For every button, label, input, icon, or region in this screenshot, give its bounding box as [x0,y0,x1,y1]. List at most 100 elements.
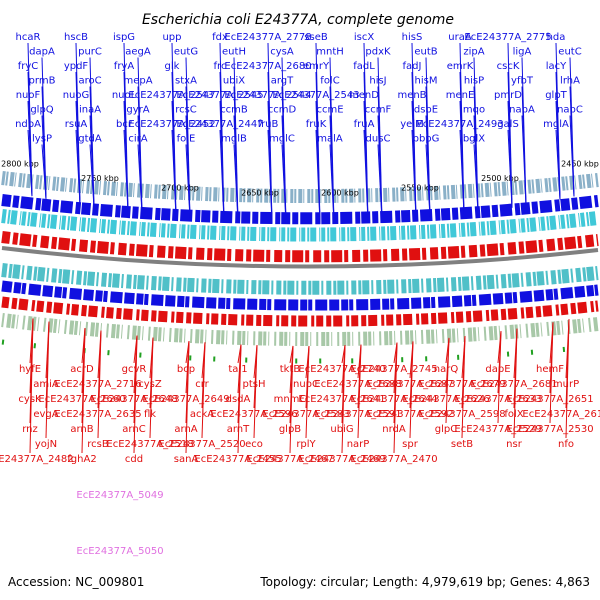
reverse-gene-label: EcE24377A_2644 [350,394,437,405]
forward-gene-label: zipA [463,47,484,58]
forward-gene-label: nuoF [16,90,41,101]
reverse-gene-label: EcE24377A_2583 [262,409,349,420]
reverse-gene-label: EcE24377A_2648 [90,394,177,405]
forward-gene-label: eutG [174,47,198,58]
forward-leader-line [41,144,47,199]
forward-gene-label: gyrA [126,105,149,116]
forward-leader-line [329,144,335,224]
genome-backbone [1,246,599,269]
feature-tracks [1,171,599,364]
reverse-leader-line [445,337,450,424]
forward-gene-label: mntH [316,47,344,58]
forward-leader-line [89,144,95,208]
forward-leader-line [281,144,287,224]
reverse-gene-label: EcE24377A_2482 [0,454,74,465]
genome-title: Escherichia coli E24377A, complete genom… [142,12,454,28]
reverse-gene-label: dsdA [226,394,251,405]
forward-gene-label: lysP [32,134,52,145]
reverse-leader-line [201,342,206,439]
forward-gene-label: uraA [448,32,472,43]
forward-leader-line [75,129,81,206]
reverse-leader-line [45,321,50,439]
reverse-gene-label: gcvR [122,364,147,375]
reverse-leader-line [97,330,102,439]
forward-gene-label: iscX [354,32,374,43]
forward-gene-label: EcE24377A_2778 [224,32,311,43]
reverse-gene-label: cysK [18,394,42,405]
forward-gene-label: dusC [366,134,391,145]
reverse-gene-label: acrD [70,364,94,375]
reverse-leader-line [341,345,346,454]
reverse-gene-label: EcE24377A_2679 [418,379,505,390]
forward-leader-line [569,115,575,197]
forward-leader-line [377,144,383,222]
reverse-leader-line [253,345,258,439]
reverse-gene-label: flk [144,409,156,420]
forward-gene-label: hscB [64,32,88,43]
reverse-leader-line [29,318,34,454]
forward-gene-label: bglX [463,134,485,145]
reverse-gene-label: bcp [177,364,195,375]
forward-gene-label: fryA [114,61,135,72]
reverse-leader-line [289,345,294,454]
forward-gene-label: fruB [258,119,279,130]
forward-gene-label: folC [320,76,339,87]
forward-leader-line [459,129,465,215]
reverse-gene-label: EcE24377A_2681 [470,379,557,390]
reverse-gene-label: dapE [485,364,510,375]
forward-gene-label: dsbE [414,105,438,116]
reverse-arrow-band-upper [1,231,599,263]
forward-gene-label: cirA [128,134,147,145]
forward-gene-label: mglB [221,134,247,145]
forward-gene-label: ccmF [365,105,392,116]
reverse-gene-label: narP [347,439,370,450]
reverse-gene-label: ptsH [243,379,266,390]
forward-arrow-band [1,194,599,225]
forward-gene-label: bcr [116,119,133,130]
forward-leader-line [219,129,225,222]
forward-leader-line [185,144,191,220]
forward-gene-label: eutB [414,47,437,58]
forward-gene-label: fryC [18,61,39,72]
forward-leader-line [521,115,527,206]
forward-gene-label: nuoG [63,90,90,101]
forward-gene-label: yeiM [400,119,423,130]
reverse-gene-label: spr [402,439,419,450]
forward-gene-label: stxA [175,76,197,87]
forward-gene-label: sseB [304,32,328,43]
reverse-gene-label: EcE24377A_2660 [38,394,125,405]
reverse-gene-label: arnA [174,424,197,435]
forward-gene-label: EcE24377A_2775 [464,32,551,43]
forward-gene-label: ispG [113,32,135,43]
forward-leader-line [171,129,177,218]
scale-tick-label: 2750 kbp [81,174,119,183]
forward-leader-line [555,129,561,200]
reverse-leader-line [513,328,518,439]
forward-gene-label: gtdA [78,134,102,145]
forward-gene-label: fruK [306,119,327,130]
reverse-gene-label: glpC [435,424,457,435]
reverse-leader-line [357,344,362,439]
forward-gene-label: emrK [447,61,474,72]
forward-gene-label: aroC [78,76,101,87]
forward-leader-line [267,129,273,224]
forward-gene-label: EcE24377A_2543 [272,90,359,101]
forward-leader-line [233,144,239,223]
reverse-leader-line [185,341,190,454]
reverse-gene-label: fghA2 [67,454,96,465]
reverse-gene-label: crr [195,379,209,390]
reverse-gene-label: arnT [227,424,250,435]
forward-gene-label: pmrD [494,90,522,101]
forward-gene-label: glpQ [30,105,53,116]
forward-gene-label: fruA [354,119,375,130]
reverse-gene-label: rplY [296,439,316,450]
forward-gene-label: EcE24377A_2547 [128,90,215,101]
reverse-gene-label: EcE24377A_2626 [402,394,489,405]
forward-leader-line [425,144,431,219]
forward-cog-band-lower [1,263,599,295]
forward-leader-line [137,144,143,215]
forward-gene-label: hisP [464,76,484,87]
scale-ticks: 2800 kbp 2750 kbp 2700 kbp 2650 kbp 2600 kbp… [1,159,599,197]
forward-gene-label: eutC [558,47,581,58]
reverse-gene-label: glpB [279,424,301,435]
